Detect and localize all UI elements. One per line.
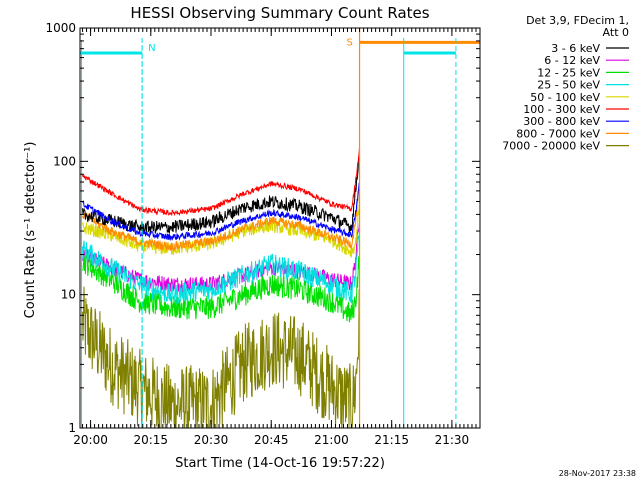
legend-label: 12 - 25 keV: [537, 66, 600, 79]
series-line: [82, 146, 361, 217]
legend-label: 6 - 12 keV: [544, 54, 600, 67]
series-line: [82, 156, 361, 235]
axis-ticks: 20:00 20:15 20:30 20:45 21:00 21:15 21:30 1 10 10…: [45, 21, 481, 447]
series-line: [82, 182, 360, 241]
series-line: [82, 221, 361, 305]
x-tick-label: 20:15: [133, 433, 168, 447]
series-line: [82, 184, 361, 252]
legend-label: 7000 - 20000 keV: [502, 140, 600, 153]
x-tick-label: 20:45: [254, 433, 289, 447]
x-tick-label: 21:15: [374, 433, 409, 447]
x-tick-label: 21:30: [435, 433, 470, 447]
timestamp: 28-Nov-2017 23:38: [559, 469, 636, 478]
chart-title: HESSI Observing Summary Count Rates: [130, 4, 429, 22]
series-line: [82, 245, 361, 323]
legend-label: 25 - 50 keV: [537, 79, 600, 92]
legend-label: 300 - 800 keV: [523, 115, 600, 128]
legend-label: 50 - 100 keV: [530, 91, 600, 104]
x-tick-label: 20:30: [194, 433, 229, 447]
legend-label: 800 - 7000 keV: [516, 127, 600, 140]
series-line: [82, 286, 361, 429]
x-axis-label: Start Time (14-Oct-16 19:57:22): [175, 456, 385, 471]
y-tick-label: 1: [68, 421, 76, 435]
y-axis-label: Count Rate (s⁻¹ detector⁻¹): [23, 142, 38, 319]
x-tick-label: 21:00: [314, 433, 349, 447]
legend-header-line2: Att 0: [603, 26, 629, 39]
plot-series-group: [82, 146, 361, 429]
flags-group: NS: [80, 28, 480, 428]
flag-label-n: N: [148, 43, 155, 54]
flag-label-s: S: [347, 37, 353, 48]
legend-label: 3 - 6 keV: [551, 42, 600, 55]
legend-label: 100 - 300 keV: [523, 103, 600, 116]
y-tick-label: 1000: [45, 21, 76, 35]
plot-frame: [79, 27, 481, 429]
x-tick-label: 20:00: [73, 433, 108, 447]
y-tick-label: 10: [61, 288, 76, 302]
legend-header-line1: Det 3,9, FDecim 1,: [526, 14, 629, 27]
y-tick-label: 100: [53, 154, 76, 168]
